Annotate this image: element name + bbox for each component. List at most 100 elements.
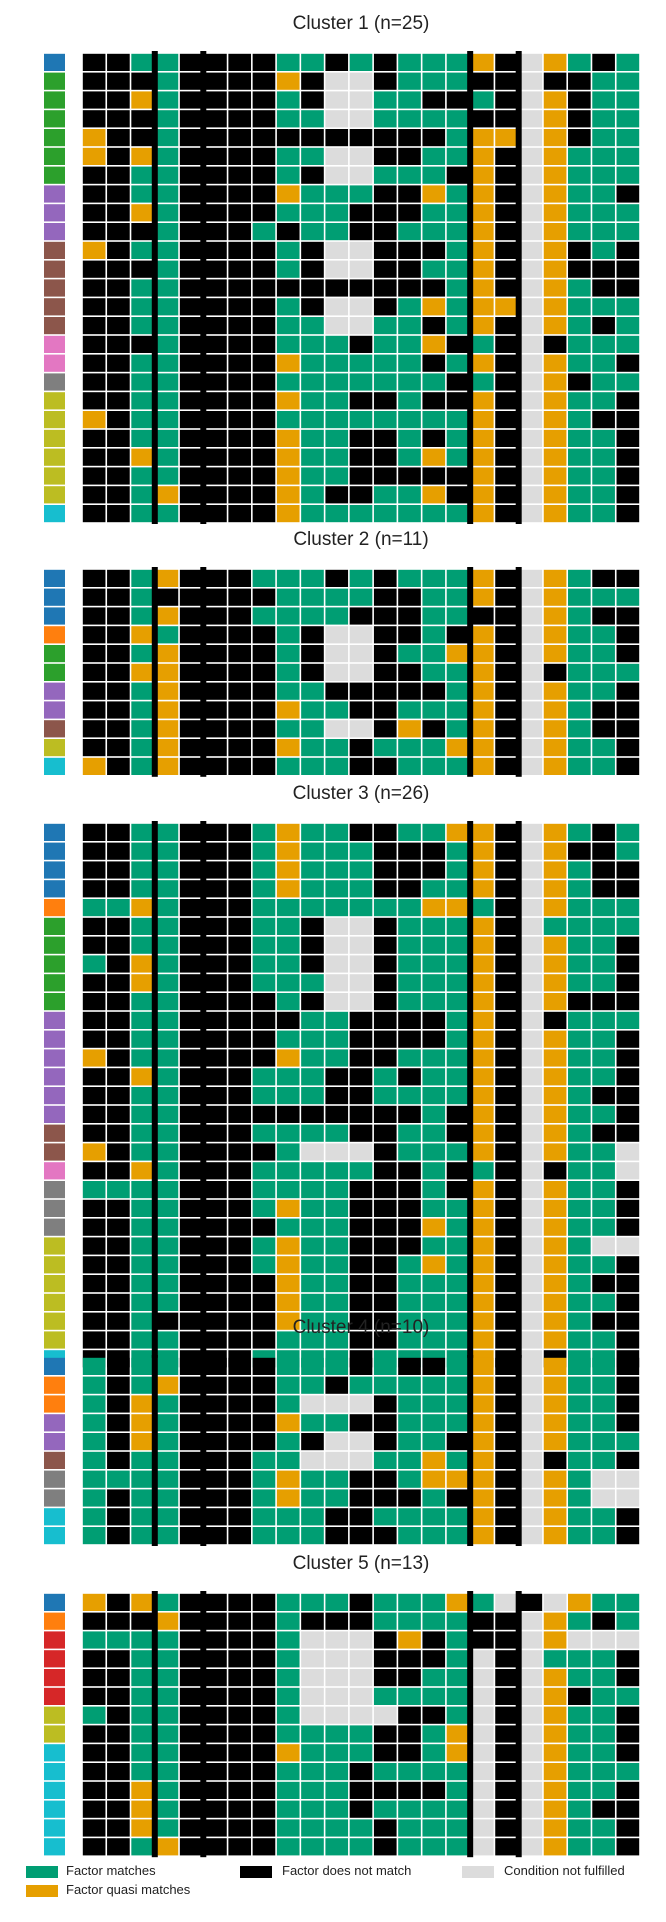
heatmap-cell xyxy=(373,91,397,109)
heatmap-cell xyxy=(349,373,373,391)
heatmap-cell xyxy=(349,757,373,775)
heatmap-cell xyxy=(325,1669,349,1687)
heatmap-cell xyxy=(349,260,373,278)
heatmap-cell xyxy=(568,1631,591,1649)
heatmap-cell xyxy=(131,645,154,663)
heatmap-cell xyxy=(592,429,615,447)
heatmap-cell xyxy=(228,110,252,128)
heatmap-cell xyxy=(349,626,373,644)
heatmap-cell xyxy=(349,53,373,71)
heatmap-cell xyxy=(543,739,567,757)
heatmap-cell xyxy=(204,1124,227,1142)
heatmap-cell xyxy=(107,1763,130,1781)
heatmap-cell xyxy=(422,53,446,71)
heatmap-cell xyxy=(446,223,470,241)
heatmap-cell xyxy=(398,1011,421,1029)
heatmap-cell xyxy=(82,1218,106,1236)
row-group-marker xyxy=(44,411,65,429)
heatmap-cell xyxy=(398,757,421,775)
heatmap-cell xyxy=(446,899,470,917)
heatmap-cell xyxy=(228,1011,252,1029)
heatmap-cell xyxy=(616,467,640,485)
heatmap-cell xyxy=(568,823,591,841)
heatmap-cell xyxy=(519,354,543,372)
heatmap-cell xyxy=(495,1199,518,1217)
heatmap-cell xyxy=(422,720,446,738)
heatmap-cell xyxy=(519,1838,543,1856)
heatmap-cell xyxy=(325,1030,349,1048)
heatmap-cell xyxy=(131,1744,154,1762)
heatmap-cell xyxy=(349,72,373,90)
heatmap-cell xyxy=(82,663,106,681)
heatmap-cell xyxy=(349,223,373,241)
heatmap-cell xyxy=(131,91,154,109)
heatmap-cell xyxy=(155,1763,179,1781)
heatmap-cell xyxy=(543,72,567,90)
heatmap-cell xyxy=(349,1819,373,1837)
heatmap-cell xyxy=(276,842,300,860)
heatmap-cell xyxy=(228,1087,252,1105)
heatmap-cell xyxy=(155,588,179,606)
heatmap-cell xyxy=(495,739,518,757)
heatmap-cell xyxy=(252,1011,276,1029)
heatmap-cell xyxy=(568,955,591,973)
legend-swatch-match xyxy=(26,1866,58,1878)
heatmap-cell xyxy=(204,1819,227,1837)
heatmap-cell xyxy=(301,505,324,523)
heatmap-cell xyxy=(616,720,640,738)
heatmap-cell xyxy=(228,392,252,410)
heatmap-cell xyxy=(131,955,154,973)
heatmap-cell xyxy=(592,936,615,954)
heatmap-cell xyxy=(470,1744,494,1762)
heatmap-cell xyxy=(470,1293,494,1311)
heatmap-cell xyxy=(349,1011,373,1029)
heatmap-cell xyxy=(252,645,276,663)
heatmap-cell xyxy=(495,373,518,391)
heatmap-cell xyxy=(252,626,276,644)
heatmap-cell xyxy=(204,993,227,1011)
heatmap-cell xyxy=(276,298,300,316)
heatmap-cell xyxy=(204,1612,227,1630)
row-group-marker xyxy=(44,1631,65,1649)
heatmap-cell xyxy=(325,1357,349,1375)
heatmap-cell xyxy=(228,1819,252,1837)
heatmap-cell xyxy=(179,279,203,297)
heatmap-cell xyxy=(325,936,349,954)
heatmap-cell xyxy=(301,1669,324,1687)
heatmap-cell xyxy=(616,1470,640,1488)
cluster-panel: Cluster 2 (n=11) xyxy=(44,529,640,777)
heatmap-cell xyxy=(131,861,154,879)
heatmap-cell xyxy=(301,298,324,316)
heatmap-cell xyxy=(616,645,640,663)
heatmap-cell xyxy=(543,936,567,954)
heatmap-cell xyxy=(155,899,179,917)
heatmap-cell xyxy=(301,1838,324,1856)
heatmap-cell xyxy=(422,1781,446,1799)
heatmap-cell xyxy=(228,1527,252,1545)
heatmap-cell xyxy=(543,392,567,410)
heatmap-cell xyxy=(204,1275,227,1293)
heatmap-cell xyxy=(470,1143,494,1161)
heatmap-cell xyxy=(422,757,446,775)
heatmap-cell xyxy=(568,1687,591,1705)
heatmap-cell xyxy=(301,1124,324,1142)
heatmap-cell xyxy=(155,861,179,879)
heatmap-cell xyxy=(155,411,179,429)
heatmap-cell xyxy=(568,1256,591,1274)
heatmap-cell xyxy=(422,1237,446,1255)
heatmap-cell xyxy=(519,701,543,719)
heatmap-cell xyxy=(204,626,227,644)
row-group-marker xyxy=(44,739,65,757)
heatmap-cell xyxy=(228,279,252,297)
heatmap-cell xyxy=(349,185,373,203)
heatmap-cell xyxy=(155,1105,179,1123)
heatmap-cell xyxy=(470,1218,494,1236)
heatmap-cell xyxy=(301,166,324,184)
heatmap-cell xyxy=(131,1293,154,1311)
heatmap-cell xyxy=(470,936,494,954)
heatmap-cell xyxy=(82,936,106,954)
heatmap-cell xyxy=(422,1800,446,1818)
heatmap-cell xyxy=(398,1451,421,1469)
heatmap-cell xyxy=(543,147,567,165)
heatmap-cell xyxy=(82,335,106,353)
